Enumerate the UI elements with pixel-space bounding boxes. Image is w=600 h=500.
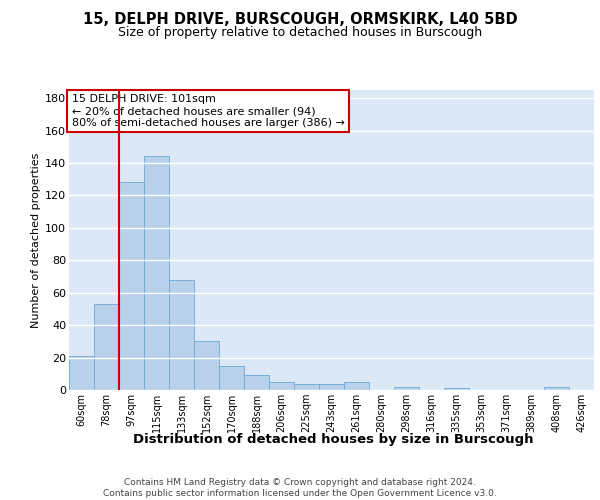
Bar xyxy=(169,280,194,390)
Bar xyxy=(69,356,94,390)
Text: 15 DELPH DRIVE: 101sqm
← 20% of detached houses are smaller (94)
80% of semi-det: 15 DELPH DRIVE: 101sqm ← 20% of detached… xyxy=(71,94,344,128)
Bar xyxy=(144,156,169,390)
Bar xyxy=(244,376,269,390)
Bar xyxy=(94,304,119,390)
Y-axis label: Number of detached properties: Number of detached properties xyxy=(31,152,41,328)
Bar xyxy=(219,366,244,390)
Bar xyxy=(394,387,419,390)
Bar xyxy=(444,388,469,390)
Text: Contains HM Land Registry data © Crown copyright and database right 2024.
Contai: Contains HM Land Registry data © Crown c… xyxy=(103,478,497,498)
Bar xyxy=(269,382,294,390)
Bar xyxy=(344,382,369,390)
Bar xyxy=(544,387,569,390)
Bar xyxy=(194,342,219,390)
Text: Distribution of detached houses by size in Burscough: Distribution of detached houses by size … xyxy=(133,432,533,446)
Bar xyxy=(119,182,144,390)
Bar xyxy=(294,384,319,390)
Text: Size of property relative to detached houses in Burscough: Size of property relative to detached ho… xyxy=(118,26,482,39)
Text: 15, DELPH DRIVE, BURSCOUGH, ORMSKIRK, L40 5BD: 15, DELPH DRIVE, BURSCOUGH, ORMSKIRK, L4… xyxy=(83,12,517,28)
Bar xyxy=(319,384,344,390)
